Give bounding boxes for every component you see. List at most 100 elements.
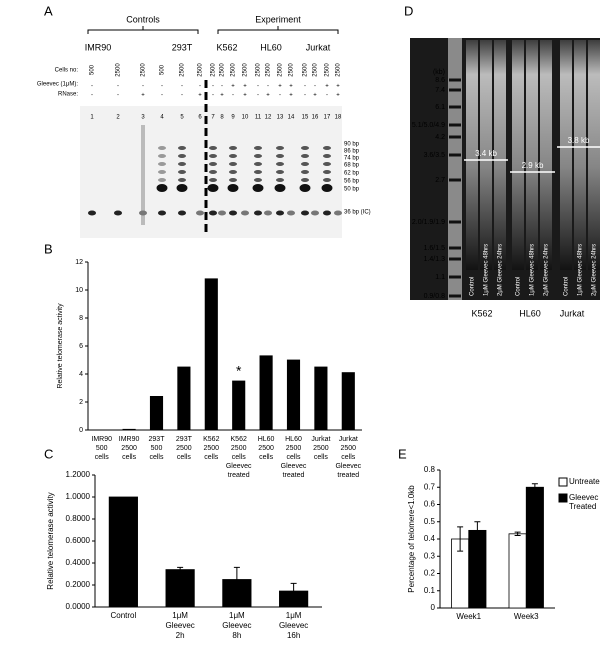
band: [321, 184, 333, 192]
x-tick-label: HL60: [285, 436, 302, 443]
band: [229, 210, 237, 216]
band: [299, 184, 311, 192]
x-tick-label: HL60: [258, 436, 275, 443]
smear: [574, 40, 586, 270]
row-label: Cells no:: [55, 68, 79, 74]
band: [254, 170, 262, 174]
bar: [286, 359, 301, 431]
x-tick-label: treated: [337, 472, 359, 479]
y-tick-label: 6: [79, 343, 83, 350]
bar: [341, 372, 355, 431]
bar: [508, 533, 527, 609]
band: [276, 146, 284, 150]
cell-line: Jurkat: [306, 42, 331, 52]
lane-number: 7: [211, 115, 215, 121]
size-marker: 4.2: [435, 134, 445, 141]
ladder-band: [449, 105, 461, 109]
lane-label: 1μM Gleevec 48hrs: [578, 244, 584, 296]
group-label: Controls: [126, 14, 160, 24]
band: [209, 210, 217, 216]
rnase: +: [220, 93, 224, 99]
band: [196, 210, 204, 216]
x-tick-label: Control: [110, 611, 136, 620]
band: [158, 178, 166, 182]
x-tick-label: cells: [286, 454, 301, 461]
legend-label: Untreated: [569, 477, 600, 486]
band: [209, 178, 217, 182]
smear: [540, 40, 552, 270]
gleevec: -: [117, 84, 119, 90]
gleevec: -: [267, 84, 269, 90]
lane-number: 18: [335, 115, 342, 121]
band: [254, 154, 262, 158]
cells-no: 2500: [198, 63, 204, 77]
rnase: +: [198, 93, 202, 99]
x-tick-label: K562: [231, 436, 247, 443]
y-tick-label: 8: [79, 315, 83, 322]
band: [209, 162, 217, 166]
cells-no: 2500: [303, 63, 309, 77]
y-axis-label: Percentage of telomere<1.0kb: [407, 485, 416, 593]
x-tick-label: 2500: [121, 445, 137, 452]
band: [254, 210, 262, 216]
cells-no: 500: [160, 64, 166, 75]
x-tick-label: 2500: [204, 445, 220, 452]
cell-line: Jurkat: [560, 308, 585, 318]
ladder-band: [449, 246, 461, 250]
rnase: +: [289, 93, 293, 99]
size-marker: 68 bp: [344, 163, 360, 169]
bracket: [87, 26, 199, 34]
size-marker: 56 bp: [344, 179, 360, 185]
rnase: -: [279, 93, 281, 99]
size-marker: 62 bp: [344, 171, 360, 177]
y-tick-label: 12: [75, 259, 83, 266]
band: [323, 146, 331, 150]
band: [229, 178, 237, 182]
x-tick-label: 2500: [313, 445, 329, 452]
y-tick-label: 0.2: [424, 569, 436, 578]
lane-label: 1μM Gleevec 48hrs: [484, 244, 490, 296]
smear: [512, 40, 524, 270]
x-tick-label: IMR90: [119, 436, 140, 443]
ladder-band: [449, 135, 461, 139]
bar: [177, 366, 191, 431]
band: [227, 184, 239, 192]
band: [209, 170, 217, 174]
rnase: -: [232, 93, 234, 99]
y-tick-label: 10: [75, 287, 83, 294]
lane-number: 14: [288, 115, 295, 121]
y-tick-label: 0.5: [424, 517, 436, 526]
y-tick-label: 0: [431, 603, 436, 612]
size-marker: 3.6/3.5: [424, 152, 446, 159]
x-tick-label: 2500: [231, 445, 247, 452]
gleevec: +: [325, 84, 329, 90]
gleevec: -: [199, 84, 201, 90]
panel-label: E: [398, 446, 407, 461]
size-marker: 90 bp: [344, 142, 360, 148]
band: [156, 184, 168, 192]
size-marker: (kb): [433, 69, 445, 76]
panel-label: D: [404, 3, 413, 18]
lane-number: 11: [255, 115, 262, 121]
cell-line: HL60: [519, 308, 541, 318]
band: [301, 210, 309, 216]
cells-no: 2500: [325, 63, 331, 77]
band: [276, 210, 284, 216]
cells-no: 2500: [289, 63, 295, 77]
smear: [560, 40, 572, 270]
bar: [314, 366, 328, 431]
band: [229, 154, 237, 158]
band: [88, 210, 96, 216]
band: [287, 210, 295, 216]
rnase: -: [117, 93, 119, 99]
bar: [259, 355, 273, 431]
cells-no: 2500: [141, 63, 147, 77]
band: [254, 178, 262, 182]
ladder-band: [449, 123, 461, 127]
bar: [525, 486, 544, 609]
y-tick-label: 4: [79, 371, 83, 378]
band: [178, 170, 186, 174]
cells-no: 2500: [256, 63, 262, 77]
panel-label: C: [44, 446, 53, 461]
